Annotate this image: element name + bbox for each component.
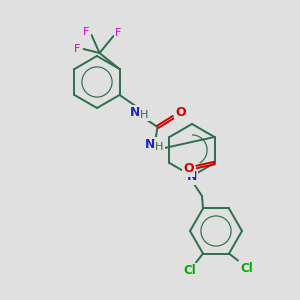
Text: N: N <box>130 106 141 118</box>
Text: H: H <box>140 110 149 120</box>
Text: H: H <box>155 142 164 152</box>
Text: F: F <box>83 27 90 37</box>
Text: O: O <box>175 106 186 119</box>
Text: F: F <box>115 28 122 38</box>
Text: Cl: Cl <box>184 264 196 277</box>
Text: N: N <box>145 137 156 151</box>
Text: F: F <box>74 44 81 54</box>
Text: O: O <box>183 163 194 176</box>
Text: N: N <box>187 170 197 184</box>
Text: Cl: Cl <box>241 262 254 275</box>
